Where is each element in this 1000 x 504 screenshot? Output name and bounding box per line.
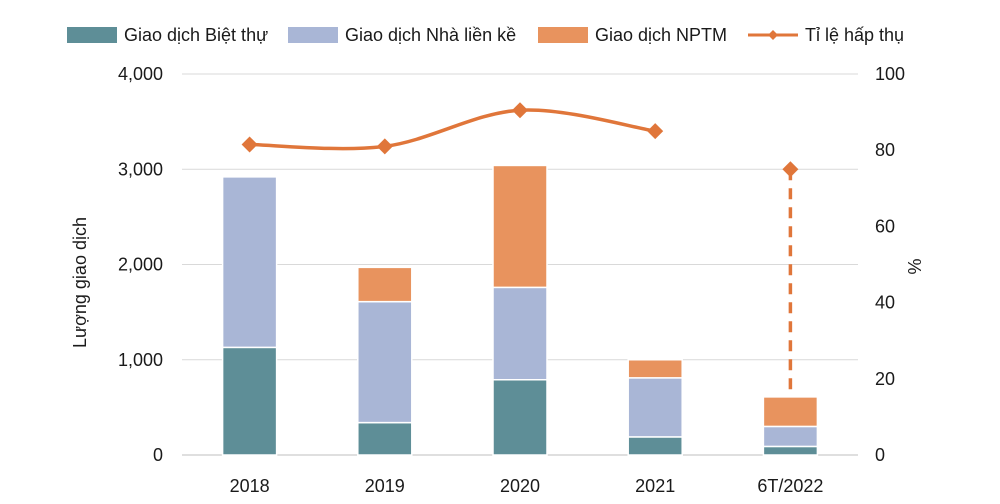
legend-label: Giao dịch Biệt thự — [124, 25, 268, 45]
x-tick-label: 2018 — [230, 476, 270, 496]
y-tick-label: 3,000 — [118, 159, 163, 179]
absorption-marker — [512, 102, 528, 119]
y-tick-label: 0 — [153, 445, 163, 465]
bar-segment — [762, 425, 819, 448]
y2-tick-label: 100 — [875, 64, 905, 84]
legend-label: Giao dịch NPTM — [595, 25, 727, 45]
absorption-line — [241, 102, 799, 393]
y2-tick-label: 80 — [875, 140, 895, 160]
y2-tick-label: 20 — [875, 369, 895, 389]
x-tick-label: 6T/2022 — [757, 476, 823, 496]
legend-swatch — [538, 27, 588, 43]
absorption-marker — [241, 136, 258, 153]
bar-segment — [627, 359, 683, 379]
y2-tick-label: 0 — [875, 445, 885, 465]
y-tick-label: 2,000 — [118, 255, 163, 275]
legend-swatch — [288, 27, 338, 43]
bar-segment — [492, 379, 548, 456]
bar-segment — [357, 421, 413, 456]
y-tick-label: 1,000 — [118, 350, 163, 370]
x-tick-label: 2020 — [500, 476, 540, 496]
bar-segment — [357, 266, 413, 303]
bars — [221, 164, 819, 456]
legend-swatch — [67, 27, 117, 43]
bar-segment — [627, 377, 683, 438]
axes: 0 1,000 2,000 3,000 4,000 0 20 40 60 80 100 Lượng g… — [70, 64, 924, 496]
x-tick-label: 2019 — [365, 476, 405, 496]
y-tick-label: 4,000 — [118, 64, 163, 84]
absorption-marker — [376, 138, 393, 155]
absorption-line-path — [249, 108, 656, 151]
bar-segment — [762, 445, 819, 456]
y2-tick-label: 40 — [875, 293, 895, 313]
legend-label: Giao dịch Nhà liền kề — [345, 25, 516, 45]
y2-tick-label: 60 — [875, 216, 895, 236]
bar-segment — [221, 346, 278, 456]
bar-segment — [762, 396, 819, 428]
absorption-marker — [647, 123, 664, 140]
y2-axis-title: % — [904, 258, 924, 274]
legend: Giao dịch Biệt thự Giao dịch Nhà liền kề G… — [67, 25, 904, 45]
x-tick-label: 2021 — [635, 476, 675, 496]
bar-segment — [492, 286, 548, 381]
bar-segment — [357, 300, 413, 424]
legend-label: Tỉ lệ hấp thụ — [805, 25, 904, 45]
bar-segment — [627, 436, 683, 456]
bar-segment — [221, 176, 278, 349]
bar-segment — [492, 164, 548, 289]
legend-marker — [768, 30, 778, 40]
absorption-marker — [782, 161, 799, 178]
y-axis-title: Lượng giao dịch — [70, 217, 90, 348]
